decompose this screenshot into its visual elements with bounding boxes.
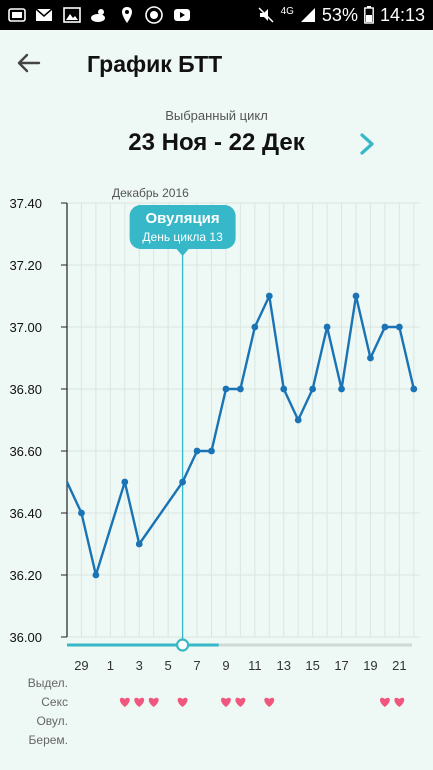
x-tick-label: 13 (277, 658, 291, 673)
y-tick-label: 36.60 (9, 444, 42, 459)
y-tick-label: 37.00 (9, 320, 42, 335)
ovulation-tooltip: Овуляция День цикла 13 (129, 205, 236, 256)
row-label: Выдел. (28, 676, 68, 690)
y-tick-label: 36.80 (9, 382, 42, 397)
data-point (367, 354, 374, 362)
scrubber-handle (176, 638, 190, 652)
x-axis-ticks: 29 1 3 5 7 9 11 13 15 17 19 21 (74, 658, 406, 673)
battery-icon (364, 6, 374, 24)
network-type: 4G (280, 6, 294, 17)
heart-icon (177, 697, 188, 707)
heart-icon (148, 697, 159, 707)
heart-icon (119, 697, 130, 707)
x-tick-label: 3 (136, 658, 143, 673)
data-point (352, 292, 360, 300)
data-point (135, 540, 143, 548)
page-title: График БТТ (87, 51, 223, 77)
temperature-line (65, 294, 415, 577)
data-point (395, 323, 403, 331)
heart-icon (379, 697, 390, 707)
timeline-scrubber[interactable] (67, 638, 412, 652)
data-point (208, 447, 215, 455)
data-point (323, 323, 331, 331)
chevron-right-icon[interactable] (356, 131, 378, 157)
location-icon (121, 7, 132, 23)
bbt-chart[interactable]: 36.00 36.20 36.40 36.60 36.80 37.00 37.20 37.40… (0, 180, 433, 770)
shield-icon (145, 6, 164, 24)
chart-grid (66, 202, 420, 638)
x-tick-label: 7 (193, 658, 200, 673)
cycle-range: 23 Ноя - 22 Дек (128, 129, 305, 156)
event-rows: Выдел. Секс Овул. Берем. (28, 676, 405, 747)
data-point (222, 385, 230, 393)
system-icons: 4G 53% 14:13 (257, 0, 425, 30)
y-tick-label: 36.20 (9, 568, 42, 583)
ovulation-title: Овуляция (146, 210, 220, 227)
data-point (193, 447, 201, 455)
data-point (179, 478, 187, 486)
x-tick-label: 1 (107, 658, 114, 673)
ovulation-cycle-day: День цикла 13 (142, 230, 223, 244)
heart-icon (134, 697, 145, 707)
ovulation-badge (129, 205, 236, 249)
chart-axes: 36.00 36.20 36.40 36.60 36.80 37.00 37.20 37.40 (9, 196, 68, 645)
data-point (381, 323, 389, 331)
play-icon (173, 9, 190, 21)
x-tick-label: 11 (248, 658, 262, 673)
notification-icons (8, 6, 196, 24)
data-point (309, 385, 317, 393)
heart-icon (235, 697, 246, 707)
x-tick-label: 21 (392, 658, 406, 673)
weather-icon (8, 8, 26, 22)
heart-icon (221, 697, 231, 707)
heart-icon (394, 697, 405, 707)
cycle-caption: Выбранный цикл (165, 108, 268, 123)
cloud-sun-icon (91, 9, 106, 22)
x-tick-label: 19 (363, 658, 377, 673)
y-tick-label: 37.20 (9, 258, 42, 273)
data-point (265, 292, 273, 300)
signal-icon (300, 8, 315, 22)
x-tick-label: 17 (334, 658, 348, 673)
data-point (92, 571, 100, 579)
y-tick-label: 37.40 (9, 196, 42, 211)
data-point (280, 385, 288, 393)
mail-icon (35, 8, 53, 21)
data-point (121, 478, 129, 486)
x-tick-label: 5 (165, 658, 172, 673)
clock: 14:13 (379, 4, 425, 25)
temperature-series (65, 292, 418, 579)
battery-level: 53% (321, 4, 358, 25)
status-bar: 4G 53% 14:13 (0, 0, 433, 30)
data-point (237, 385, 244, 393)
image-icon (63, 7, 81, 23)
data-point (294, 416, 302, 424)
data-point (410, 385, 418, 393)
month-label: Декабрь 2016 (112, 186, 189, 200)
data-point (251, 323, 259, 331)
data-point (78, 509, 85, 517)
y-tick-label: 36.40 (9, 506, 42, 521)
x-tick-label: 15 (305, 658, 319, 673)
mute-icon (258, 7, 274, 23)
data-point (338, 385, 345, 393)
back-arrow-icon[interactable] (14, 48, 44, 78)
x-tick-label: 29 (74, 658, 88, 673)
x-tick-label: 9 (222, 658, 229, 673)
ovulation-badge-pointer (175, 248, 190, 256)
row-label: Овул. (36, 714, 68, 728)
y-tick-label: 36.00 (9, 630, 42, 645)
row-label: Берем. (29, 733, 68, 747)
row-label: Секс (41, 695, 68, 709)
app-header: График БТТ (0, 30, 433, 100)
heart-icon (264, 697, 275, 707)
